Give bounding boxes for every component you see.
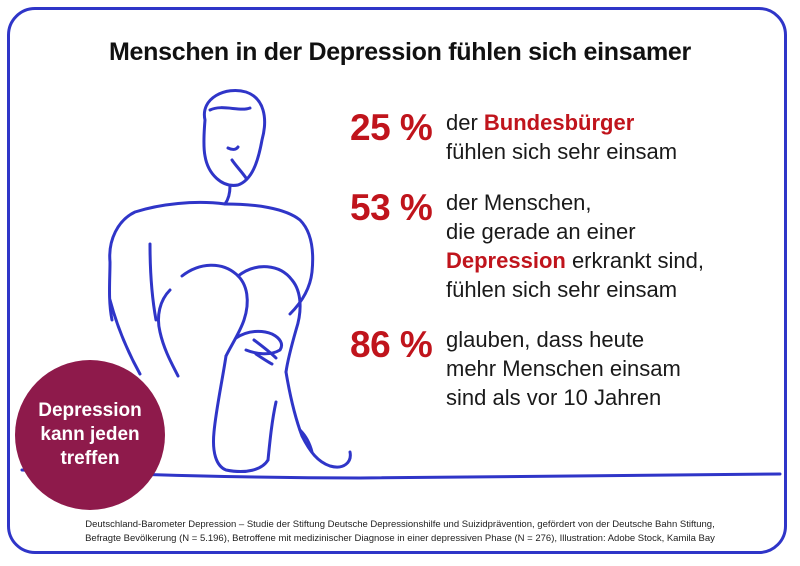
card-frame [7,7,787,554]
source-line2: Befragte Bevölkerung (N = 5.196), Betrof… [85,533,715,544]
badge-line3: treffen [60,448,120,469]
stat-2-text: der Menschen, die gerade an einer Depres… [446,188,704,304]
stat-3: 86 % glauben, dass heute mehr Menschen e… [350,325,681,412]
stat-2-text-line2: die gerade an einer [446,219,636,244]
stat-1-percent: 25 % [350,107,433,148]
source-line1: Deutschland-Barometer Depression – Studi… [85,519,715,530]
badge-line1: Depression [38,400,142,421]
stat-2-text-line3: erkrankt sind, [565,248,704,273]
stat-1-text-line1: der [446,110,484,135]
page-title: Menschen in der Depression fühlen sich e… [109,38,691,66]
stat-1-highlight: Bundesbürger [483,110,635,135]
stat-2-highlight: Depression [446,248,566,273]
stat-2-text-line1: der Menschen, [446,190,592,215]
depression-badge: Depression kann jeden treffen [15,360,165,510]
stat-1-text: der Bundesbürger fühlen sich sehr einsam [446,108,677,166]
stat-3-text-line3: sind als vor 10 Jahren [446,385,662,410]
stat-1: 25 % der Bundesbürger fühlen sich sehr e… [350,108,677,166]
stat-2-text-line4: fühlen sich sehr einsam [446,277,678,302]
stat-3-text: glauben, dass heute mehr Menschen einsam… [446,325,681,412]
stat-2: 53 % der Menschen, die gerade an einer D… [350,188,704,304]
badge-line2: kann jeden [40,424,140,445]
source-note: Deutschland-Barometer Depression – Studi… [0,518,800,546]
stat-1-text-line2: fühlen sich sehr einsam [446,139,678,164]
stat-3-percent: 86 % [350,324,433,365]
stat-3-text-line1: glauben, dass heute [446,327,645,352]
stat-3-text-line2: mehr Menschen einsam [446,356,681,381]
stat-2-percent: 53 % [350,187,433,228]
